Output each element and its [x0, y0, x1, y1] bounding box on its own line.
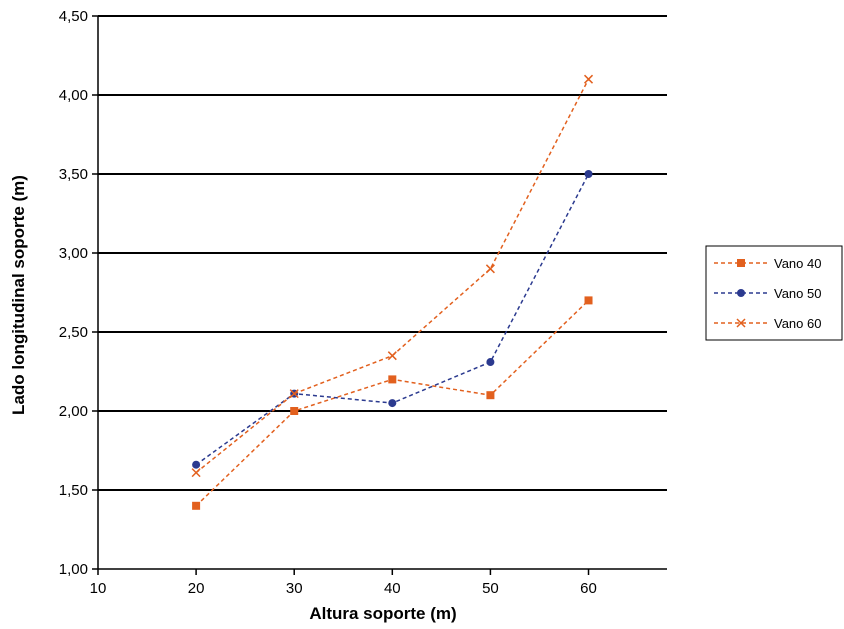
- x-tick-label: 10: [90, 580, 107, 597]
- data-point-vano-40: [192, 501, 201, 510]
- x-axis-title: Altura soporte (m): [309, 604, 456, 623]
- y-tick-label: 4,50: [59, 8, 88, 25]
- legend-label-vano-50: Vano 50: [774, 286, 821, 301]
- x-tick-label: 40: [384, 580, 401, 597]
- data-point-vano-50: [388, 399, 397, 408]
- data-point-vano-60: [387, 351, 397, 361]
- data-point-vano-40: [584, 296, 593, 305]
- marker-stroke: [191, 468, 201, 478]
- axes: [92, 15, 667, 575]
- legend-marker-vano-40: [737, 259, 745, 267]
- y-tick-labels: 1,00 1,50 2,00 2,50 3,00 3,50 4,00 4,50: [59, 8, 88, 578]
- y-tick-label: 2,00: [59, 403, 88, 420]
- legend-label-vano-40: Vano 40: [774, 256, 821, 271]
- series-line-vano-50: [195, 173, 590, 466]
- legend-label-vano-60: Vano 60: [774, 316, 821, 331]
- marker-stroke: [289, 389, 299, 399]
- legend-marker-vano-50: [737, 289, 745, 297]
- marker-stroke: [583, 74, 594, 84]
- y-tick-label: 2,50: [59, 324, 88, 341]
- x-tick-label: 30: [286, 580, 303, 597]
- series-group: [191, 74, 594, 510]
- data-point-vano-60: [191, 468, 201, 478]
- grid-lines: [98, 15, 667, 491]
- marker-stroke: [387, 351, 397, 361]
- legend: Vano 40 Vano 50 Vano 60: [705, 245, 843, 341]
- data-point-vano-40: [290, 407, 299, 415]
- x-tick-label: 20: [188, 580, 205, 597]
- data-point-vano-50: [486, 358, 495, 367]
- data-point-vano-60: [485, 264, 495, 274]
- y-tick-label: 1,00: [59, 561, 88, 578]
- data-point-vano-50: [584, 170, 593, 178]
- data-point-vano-50: [192, 460, 201, 469]
- y-tick-label: 4,00: [59, 87, 88, 104]
- data-point-vano-40: [388, 375, 397, 384]
- series-line-vano-60: [195, 78, 590, 474]
- data-point-vano-40: [486, 391, 495, 400]
- x-tick-label: 50: [482, 580, 499, 597]
- x-tick-label: 60: [580, 580, 597, 597]
- data-point-vano-60: [289, 389, 299, 399]
- data-point-vano-60: [583, 74, 594, 84]
- x-tick-labels: 10 20 30 40 50 60: [90, 580, 597, 597]
- y-tick-label: 3,50: [59, 166, 88, 183]
- y-axis-title: Lado longitudinal soporte (m): [9, 175, 28, 415]
- legend-marker-vano-60: [736, 318, 746, 328]
- y-tick-label: 3,00: [59, 245, 88, 262]
- marker-stroke: [485, 264, 495, 274]
- marker-stroke: [736, 318, 746, 328]
- y-tick-label: 1,50: [59, 482, 88, 499]
